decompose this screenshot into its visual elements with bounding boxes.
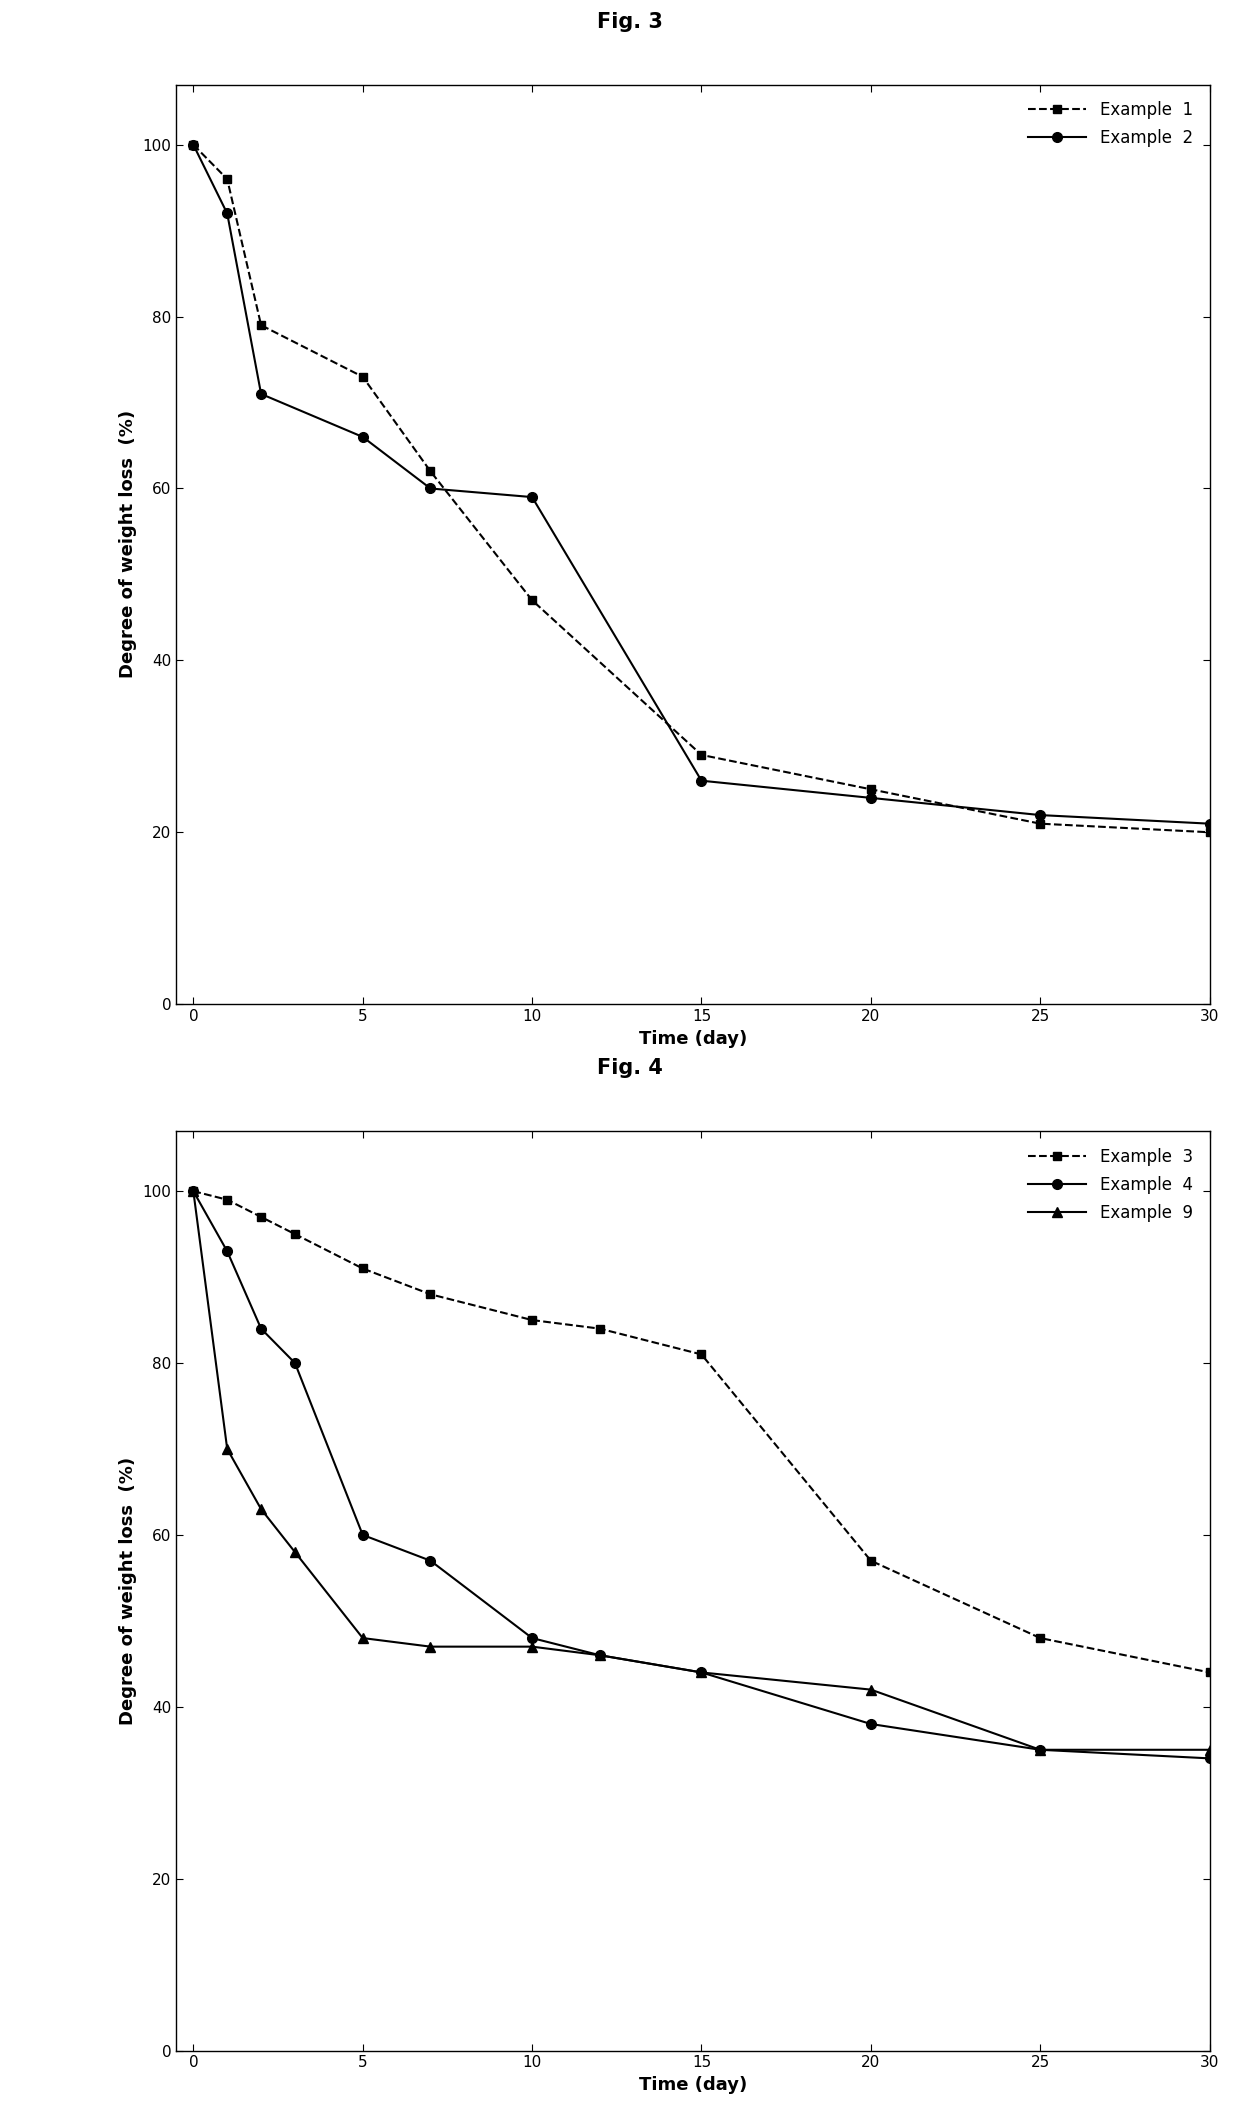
Example  4 (423, 1547, 438, 1573)
Example  3 (423, 1281, 438, 1306)
Example  9 (355, 1626, 370, 1651)
Example  9 (423, 1634, 438, 1659)
Example  1 (355, 364, 370, 389)
Y-axis label: Degree of weight loss  (%): Degree of weight loss (%) (120, 1457, 137, 1725)
Example  3 (1033, 1626, 1048, 1651)
Example  1 (185, 131, 200, 156)
Example  3 (287, 1222, 302, 1247)
Example  9 (1033, 1738, 1048, 1763)
Example  4 (219, 1239, 234, 1264)
Line: Example  4: Example 4 (189, 1186, 1215, 1763)
Example  3 (219, 1188, 234, 1213)
Example  3 (355, 1256, 370, 1281)
Example  4 (592, 1643, 607, 1668)
Example  4 (287, 1351, 302, 1376)
Example  9 (1202, 1738, 1217, 1763)
Example  1 (219, 167, 234, 192)
Line: Example  1: Example 1 (189, 140, 1213, 837)
X-axis label: Time (day): Time (day) (639, 2076, 747, 2095)
Example  4 (253, 1317, 268, 1342)
Example  9 (219, 1435, 234, 1461)
Example  4 (694, 1659, 709, 1685)
Example  1 (694, 742, 709, 767)
Example  2 (253, 381, 268, 406)
Example  2 (524, 484, 539, 509)
Text: Fig. 4: Fig. 4 (597, 1059, 663, 1078)
Example  4 (524, 1626, 539, 1651)
Example  2 (1033, 803, 1048, 829)
Example  1 (863, 776, 878, 801)
Example  9 (592, 1643, 607, 1668)
Example  9 (694, 1659, 709, 1685)
Example  3 (1202, 1659, 1217, 1685)
Example  4 (1033, 1738, 1048, 1763)
Y-axis label: Degree of weight loss  (%): Degree of weight loss (%) (120, 410, 137, 679)
Line: Example  3: Example 3 (189, 1186, 1213, 1676)
Example  2 (185, 131, 200, 156)
Example  9 (185, 1177, 200, 1203)
Example  2 (1202, 812, 1217, 837)
Text: Fig. 3: Fig. 3 (597, 13, 663, 32)
Example  3 (694, 1342, 709, 1368)
Example  4 (863, 1712, 878, 1738)
Example  2 (423, 476, 438, 501)
Example  2 (355, 425, 370, 450)
Example  3 (185, 1177, 200, 1203)
Example  2 (219, 201, 234, 226)
Example  4 (1202, 1746, 1217, 1772)
Example  9 (253, 1497, 268, 1522)
Example  9 (524, 1634, 539, 1659)
Example  1 (1033, 812, 1048, 837)
Legend: Example  1, Example  2: Example 1, Example 2 (1019, 93, 1201, 156)
Example  3 (863, 1547, 878, 1573)
Example  4 (185, 1177, 200, 1203)
Example  1 (524, 588, 539, 613)
Example  1 (253, 313, 268, 338)
Example  9 (863, 1676, 878, 1702)
Line: Example  2: Example 2 (189, 140, 1215, 829)
Example  3 (524, 1306, 539, 1332)
Example  3 (592, 1317, 607, 1342)
Example  1 (423, 459, 438, 484)
Line: Example  9: Example 9 (189, 1186, 1215, 1755)
Legend: Example  3, Example  4, Example  9: Example 3, Example 4, Example 9 (1019, 1139, 1201, 1230)
Example  4 (355, 1522, 370, 1547)
Example  2 (694, 767, 709, 793)
Example  2 (863, 784, 878, 810)
X-axis label: Time (day): Time (day) (639, 1030, 747, 1049)
Example  9 (287, 1539, 302, 1564)
Example  3 (253, 1205, 268, 1230)
Example  1 (1202, 820, 1217, 846)
